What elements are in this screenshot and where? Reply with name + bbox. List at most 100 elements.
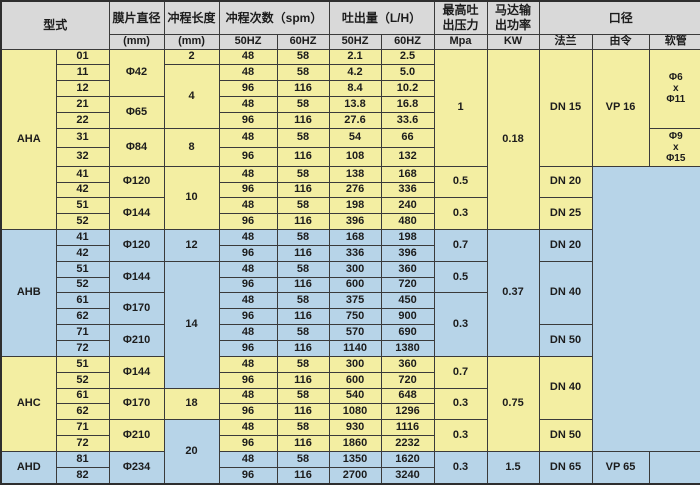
subheader-union: 由令 <box>591 33 650 50</box>
table-cell: 48 <box>218 48 278 66</box>
table-row: 12 96 116 8.4 10.2 <box>1 80 700 98</box>
col-header-discharge: 吐出量（L/H） <box>328 0 435 35</box>
table-cell: 720 <box>380 276 435 294</box>
table-header: 型式 膜片直径 冲程长度 冲程次数（spm） 吐出量（L/H） 最高吐 出压力 … <box>0 0 700 50</box>
model-cell: 31 <box>55 127 110 148</box>
model-cell: 51 <box>55 197 110 215</box>
table-cell: 116 <box>276 403 330 421</box>
table-cell: Φ84 <box>108 127 165 167</box>
table-cell: 48 <box>218 64 278 82</box>
table-cell: 96 <box>218 111 278 129</box>
table-cell: 1.5 <box>486 450 540 485</box>
model-cell: 12 <box>55 80 110 98</box>
table-cell: 48 <box>218 260 278 278</box>
table-cell: 570 <box>328 324 382 341</box>
table-cell: 0.5 <box>433 165 488 199</box>
table-cell: 168 <box>380 165 435 183</box>
table-row: 42 96 116 336 396 <box>1 244 700 262</box>
empty-hose-cell <box>648 450 700 485</box>
table-cell: 0.3 <box>433 387 488 421</box>
model-cell: 61 <box>55 387 110 405</box>
table-cell: 648 <box>380 387 435 405</box>
table-cell: 116 <box>276 466 330 485</box>
table-cell: 18 <box>163 387 220 421</box>
table-row: 72 96 116 1140 1380 <box>1 340 700 357</box>
subheader-discharge-50hz: 50HZ <box>328 33 382 50</box>
table-cell: 58 <box>276 96 330 113</box>
table-cell: 1620 <box>380 450 435 468</box>
table-cell: DN 50 <box>538 324 593 357</box>
merged-empty-cell <box>591 165 700 452</box>
model-cell: 51 <box>55 260 110 278</box>
table-row: 82 96 116 2700 3240 <box>1 466 700 485</box>
table-cell: 900 <box>380 308 435 326</box>
table-cell: Φ210 <box>108 324 165 357</box>
table-cell: 360 <box>380 260 435 278</box>
subheader-stroke-rate-50hz: 50HZ <box>218 33 278 50</box>
table-cell: Φ42 <box>108 48 165 98</box>
table-cell: 58 <box>276 229 330 246</box>
table-cell: 16.8 <box>380 96 435 113</box>
table-cell: Φ144 <box>108 260 165 294</box>
table-cell: 1380 <box>380 340 435 357</box>
table-cell: 33.6 <box>380 111 435 129</box>
model-cell: 52 <box>55 213 110 231</box>
table-cell: 48 <box>218 355 278 373</box>
model-cell: 41 <box>55 229 110 246</box>
table-row: 72 96 116 1860 2232 <box>1 435 700 452</box>
table-cell: 5.0 <box>380 64 435 82</box>
model-cell: 32 <box>55 146 110 167</box>
subheader-hose: 软管 <box>648 33 700 50</box>
table-cell: 0.18 <box>486 48 540 231</box>
table-cell: 48 <box>218 229 278 246</box>
col-header-model-type: 型式 <box>0 0 110 50</box>
table-cell: 58 <box>276 165 330 183</box>
table-cell: 48 <box>218 197 278 215</box>
table-row: 61 Φ170 18 48 58 540 648 0.3 <box>1 387 700 421</box>
col-header-stroke-length: 冲程长度 <box>163 0 220 35</box>
table-cell: 116 <box>276 371 330 389</box>
table-cell: 58 <box>276 450 330 468</box>
model-group-cell: AHC <box>0 355 57 452</box>
table-cell: 276 <box>328 181 382 199</box>
table-cell: 116 <box>276 80 330 98</box>
table-cell: 396 <box>380 244 435 262</box>
table-cell: 48 <box>218 127 278 148</box>
table-cell: 58 <box>276 324 330 341</box>
table-row: AHD 81 Φ234 48 58 1350 1620 0.3 1.5 DN 65 VP 65 <box>0 450 700 485</box>
table-cell: 10.2 <box>380 80 435 98</box>
table-cell: 4.2 <box>328 64 382 82</box>
table-cell: VP 16 <box>591 48 650 167</box>
table-cell: 540 <box>328 387 382 405</box>
table-cell: 8 <box>163 127 220 167</box>
table-row: 22 96 116 27.6 33.6 <box>1 111 700 129</box>
table-cell: 1350 <box>328 450 382 468</box>
col-header-stroke-rate: 冲程次数（spm） <box>218 0 330 35</box>
table-row: 41 Φ120 10 48 58 138 168 0.5 DN 20 <box>1 165 700 452</box>
table-row: 31 Φ84 8 48 58 54 66 Φ9 x Φ15 <box>1 127 700 167</box>
table-cell: 116 <box>276 181 330 199</box>
model-cell: 01 <box>55 48 110 66</box>
table-cell: 96 <box>218 244 278 262</box>
spec-table-body: AHA 01 Φ42 2 48 58 2.1 2.5 1 0.18 DN 15 VP 16 Φ6 x Φ… <box>0 48 700 485</box>
table-cell: 0.3 <box>433 450 488 485</box>
table-cell: 116 <box>276 146 330 167</box>
table-row: AHA 01 Φ42 2 48 58 2.1 2.5 1 0.18 DN 15 VP 16 Φ6 x Φ… <box>0 48 700 231</box>
header-row-2: (mm) (mm) 50HZ 60HZ 50HZ 60HZ Mpa KW 法兰 … <box>1 33 700 50</box>
table-row: 62 96 116 750 900 <box>1 308 700 326</box>
subheader-pressure-unit: Mpa <box>433 33 488 50</box>
table-cell: 48 <box>218 450 278 468</box>
table-cell: 336 <box>328 244 382 262</box>
table-cell: 12 <box>163 229 220 262</box>
table-cell: DN 20 <box>538 229 593 262</box>
table-cell: 168 <box>328 229 382 246</box>
table-row: 52 96 116 600 720 <box>1 276 700 294</box>
table-cell: 3240 <box>380 466 435 485</box>
table-cell: 1860 <box>328 435 382 452</box>
table-cell: 300 <box>328 260 382 278</box>
table-cell: 132 <box>380 146 435 167</box>
table-cell: 720 <box>380 371 435 389</box>
table-cell: 58 <box>276 197 330 215</box>
table-cell: 930 <box>328 419 382 437</box>
table-cell: 690 <box>380 324 435 341</box>
